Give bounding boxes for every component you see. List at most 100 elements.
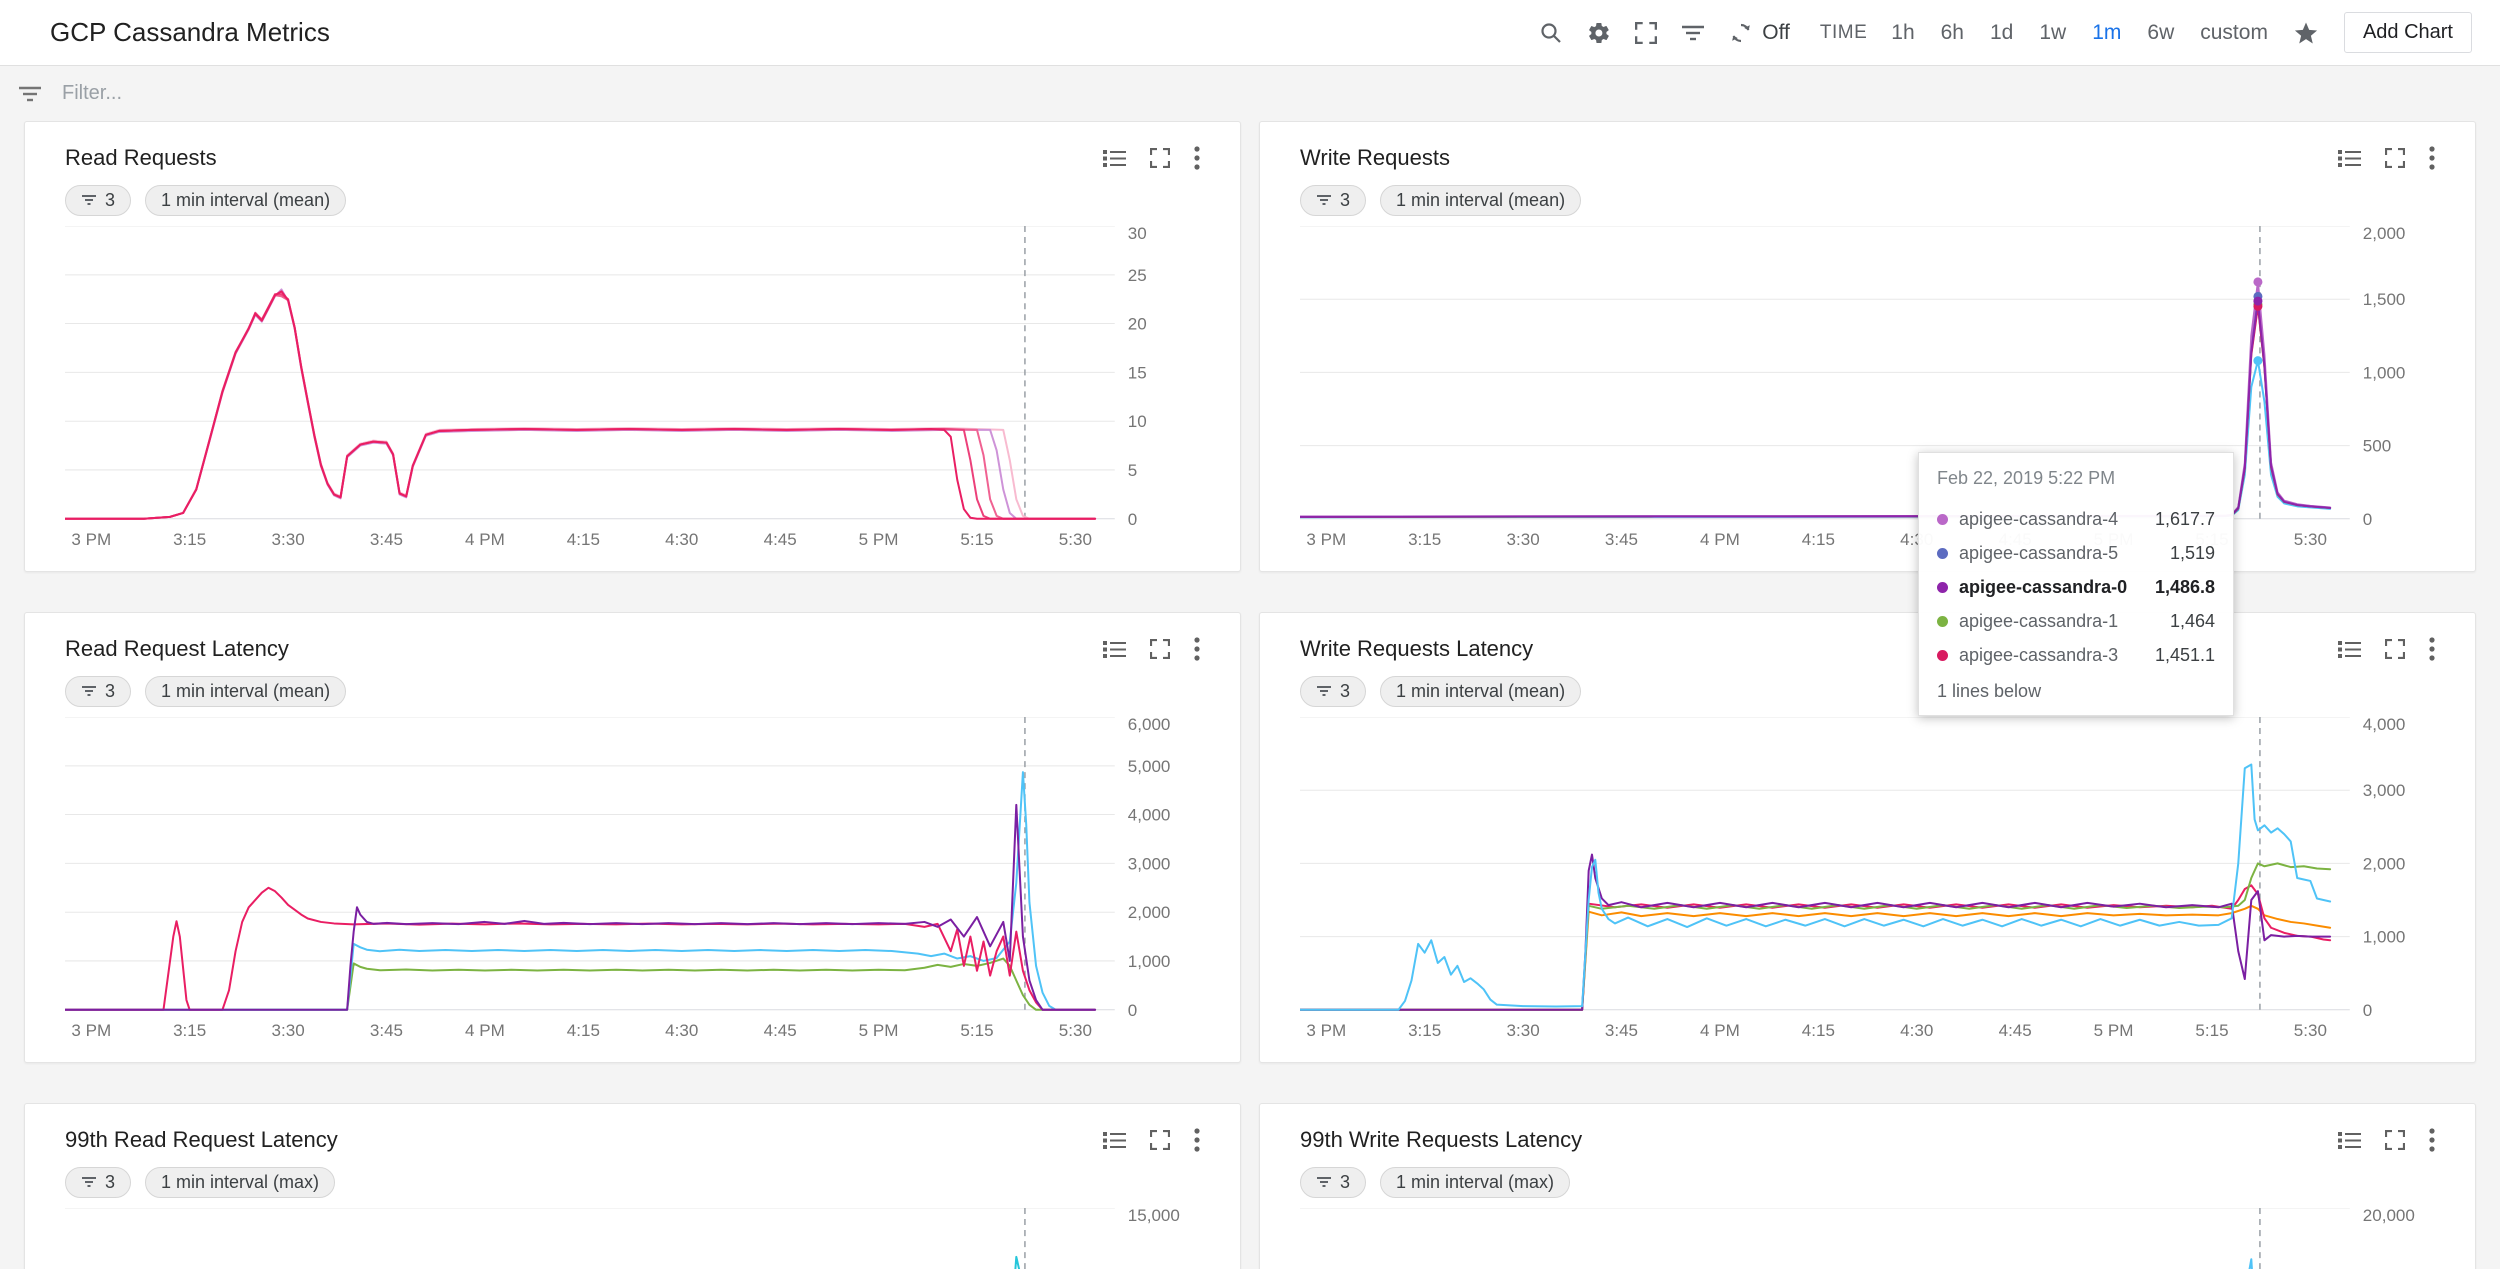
chart-menu-kebab-icon[interactable] <box>1194 637 1200 661</box>
expand-chart-icon[interactable] <box>1150 639 1170 659</box>
filter-count-chip[interactable]: 3 <box>1300 184 1367 216</box>
interval-chip[interactable]: 1 min interval (mean) <box>1380 675 1582 707</box>
filter-list-icon[interactable] <box>1681 23 1705 43</box>
y-tick-label: 10 <box>1128 412 1147 431</box>
legend-toggle-icon[interactable] <box>2338 149 2361 168</box>
chart-menu-kebab-icon[interactable] <box>2429 1128 2435 1152</box>
filter-count-chip[interactable]: 3 <box>65 675 132 707</box>
x-tick-label: 5:15 <box>2195 1021 2228 1040</box>
expand-chart-icon[interactable] <box>2385 1130 2405 1150</box>
x-tick-label: 3:45 <box>370 530 403 549</box>
chart-card-header: Read Requests <box>65 136 1200 180</box>
search-icon[interactable] <box>1539 21 1563 45</box>
time-range-6w[interactable]: 6w <box>2147 20 2175 44</box>
y-tick-label: 25 <box>1128 266 1147 285</box>
y-tick-label: 6,000 <box>1128 717 1171 734</box>
time-range-1d[interactable]: 1d <box>1989 20 2014 44</box>
chart-chips: 3 1 min interval (mean) <box>1300 180 2435 220</box>
filter-count-label: 3 <box>105 1171 116 1192</box>
add-chart-button[interactable]: Add Chart <box>2343 12 2472 53</box>
time-range-1h[interactable]: 1h <box>1891 20 1915 44</box>
fullscreen-icon[interactable] <box>1635 21 1658 44</box>
filter-input[interactable] <box>62 82 762 105</box>
legend-toggle-icon[interactable] <box>1103 149 1126 168</box>
chart-card-3: Write Requests Latency 3 1 min interval (m… <box>1259 612 2476 1063</box>
chart-plot[interactable]: 0 1,000 2,000 3,000 4,000 3 PM 3:15 3:30 3:45 4 P… <box>1300 717 2435 1046</box>
time-range-custom[interactable]: custom <box>2200 20 2268 44</box>
expand-chart-icon[interactable] <box>2385 148 2405 168</box>
filter-count-chip[interactable]: 3 <box>1300 1166 1367 1198</box>
top-bar-actions: Off TIME 1h 6h 1d 1w 1m 6w custom Add Chart <box>1539 12 2472 53</box>
x-tick-label: 4:15 <box>567 1021 600 1040</box>
x-tick-label: 5:15 <box>960 530 993 549</box>
tooltip-series-name: apigee-cassandra-5 <box>1959 542 2119 563</box>
filter-count-chip[interactable]: 3 <box>65 184 132 216</box>
chart-menu-kebab-icon[interactable] <box>2429 637 2435 661</box>
legend-toggle-icon[interactable] <box>1103 640 1126 659</box>
chart-plot[interactable]: 0 5 10 15 20 25 30 3 PM 3:15 3:30 3:45 4 PM 4:15 4:30… <box>65 226 1200 555</box>
interval-chip[interactable]: 1 min interval (mean) <box>1380 184 1582 216</box>
chart-plot[interactable]: 0 500 1,000 1,500 2,000 3 PM 3:15 3:30 3:45 4 PM 4… <box>1300 226 2435 555</box>
y-tick-label: 0 <box>2363 1001 2372 1020</box>
x-tick-label: 3:30 <box>1507 530 1540 549</box>
chart-menu-kebab-icon[interactable] <box>1194 146 1200 170</box>
x-tick-label: 3:45 <box>1605 530 1638 549</box>
chip-filter-icon <box>81 1175 97 1189</box>
legend-toggle-icon[interactable] <box>2338 640 2361 659</box>
y-tick-label: 30 <box>1128 226 1147 243</box>
time-range-1m[interactable]: 1m <box>2092 20 2122 44</box>
charts-grid: Read Requests 3 1 min interval (mean) 0 5 10 1… <box>0 121 2500 1269</box>
chart-card-1: Write Requests 3 1 min interval (mean) 0 500… <box>1259 121 2476 572</box>
x-tick-label: 5:30 <box>2294 1021 2327 1040</box>
chip-filter-icon <box>81 193 97 207</box>
expand-chart-icon[interactable] <box>1150 148 1170 168</box>
y-tick-label: 2,000 <box>2363 854 2406 873</box>
interval-chip[interactable]: 1 min interval (max) <box>145 1166 336 1198</box>
chart-plot[interactable]: 0 1,000 2,000 3,000 4,000 5,000 6,000 3 PM 3:15 3… <box>65 717 1200 1046</box>
y-tick-label: 1,000 <box>2363 363 2406 382</box>
y-tick-label: 4,000 <box>2363 717 2406 734</box>
interval-label: 1 min interval (max) <box>1396 1171 1555 1192</box>
gear-icon[interactable] <box>1587 21 1611 45</box>
chart-chips: 3 1 min interval (mean) <box>1300 671 2435 711</box>
filter-count-chip[interactable]: 3 <box>65 1166 132 1198</box>
refresh-icon <box>1729 21 1753 45</box>
chart-menu-kebab-icon[interactable] <box>2429 146 2435 170</box>
interval-chip[interactable]: 1 min interval (mean) <box>145 675 347 707</box>
tooltip-series-name: apigee-cassandra-4 <box>1959 508 2119 529</box>
tooltip-series-row: apigee-cassandra-0 1,486.8 <box>1937 570 2215 604</box>
legend-toggle-icon[interactable] <box>2338 1131 2361 1150</box>
x-tick-label: 3:45 <box>1605 1021 1638 1040</box>
filter-icon <box>18 84 42 104</box>
chart-menu-kebab-icon[interactable] <box>1194 1128 1200 1152</box>
x-tick-label: 3 PM <box>71 1021 111 1040</box>
interval-chip[interactable]: 1 min interval (mean) <box>145 184 347 216</box>
x-tick-label: 3:30 <box>1507 1021 1540 1040</box>
interval-chip[interactable]: 1 min interval (max) <box>1380 1166 1571 1198</box>
chart-card-actions <box>2338 637 2435 661</box>
chip-filter-icon <box>81 684 97 698</box>
y-tick-label: 3,000 <box>2363 781 2406 800</box>
time-range-1w[interactable]: 1w <box>2039 20 2067 44</box>
chart-title: 99th Read Request Latency <box>65 1127 338 1152</box>
y-tick-label: 5,000 <box>1128 757 1171 776</box>
chart-chips: 3 1 min interval (max) <box>65 1162 1200 1202</box>
auto-refresh-toggle[interactable]: Off <box>1729 21 1790 45</box>
y-tick-label: 3,000 <box>1128 854 1171 873</box>
chart-title: Read Requests <box>65 145 217 170</box>
legend-toggle-icon[interactable] <box>1103 1131 1126 1150</box>
filter-count-chip[interactable]: 3 <box>1300 675 1367 707</box>
x-tick-label: 4 PM <box>1700 1021 1740 1040</box>
chart-chips: 3 1 min interval (mean) <box>65 180 1200 220</box>
chart-card-0: Read Requests 3 1 min interval (mean) 0 5 10 1… <box>24 121 1241 572</box>
x-tick-label: 3 PM <box>71 530 111 549</box>
expand-chart-icon[interactable] <box>1150 1130 1170 1150</box>
interval-label: 1 min interval (mean) <box>1396 680 1566 701</box>
time-range-6h[interactable]: 6h <box>1940 20 1964 44</box>
tooltip-series-row: apigee-cassandra-4 1,617.7 <box>1937 502 2215 536</box>
star-icon[interactable] <box>2292 19 2320 47</box>
series-magenta <box>65 886 1097 1011</box>
expand-chart-icon[interactable] <box>2385 639 2405 659</box>
